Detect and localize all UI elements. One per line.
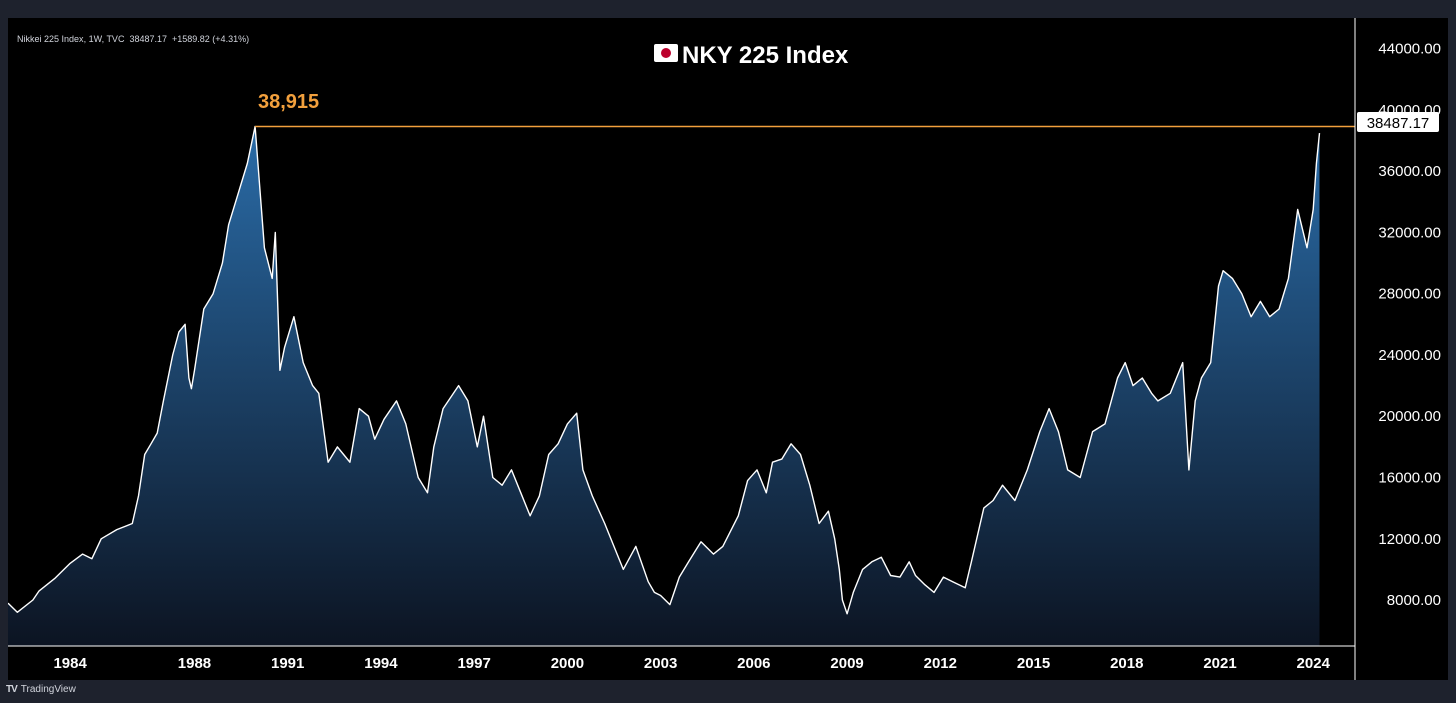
- x-tick-label: 2000: [551, 655, 584, 672]
- price-change: +1589.82 (+4.31%): [172, 34, 250, 44]
- y-tick-label: 24000.00: [1378, 347, 1441, 364]
- x-tick-label: 1984: [53, 655, 87, 672]
- symbol-header: Nikkei 225 Index, 1W, TVC 38487.17 +1589…: [17, 34, 250, 44]
- y-tick-label: 32000.00: [1378, 224, 1441, 241]
- x-tick-label: 2015: [1017, 655, 1050, 672]
- y-tick-label: 44000.00: [1378, 41, 1441, 58]
- y-tick-label: 8000.00: [1387, 592, 1441, 609]
- last-price-badge: 38487.17: [1357, 112, 1439, 132]
- y-tick-label: 16000.00: [1378, 470, 1441, 487]
- japan-flag-icon: [654, 44, 678, 62]
- y-axis: 8000.00 12000.00 16000.00 20000.00 24000.00 2…: [1378, 41, 1441, 609]
- price-chart: 8000.00 12000.00 16000.00 20000.00 24000.00 2…: [8, 18, 1441, 680]
- y-tick-label: 36000.00: [1378, 163, 1441, 180]
- x-axis: 1984 1988 1991 1994 1997 2000 2003 2006 2009 2012…: [53, 655, 1330, 672]
- last-price: 38487.17: [129, 34, 167, 44]
- y-tick-label: 12000.00: [1378, 531, 1441, 548]
- exchange: TVC: [106, 34, 125, 44]
- x-tick-label: 2012: [924, 655, 957, 672]
- x-tick-label: 2003: [644, 655, 677, 672]
- x-tick-label: 2021: [1203, 655, 1236, 672]
- footer: TV TradingView: [6, 684, 76, 695]
- x-tick-label: 2018: [1110, 655, 1143, 672]
- brand-name[interactable]: TradingView: [20, 684, 76, 695]
- chart-title-text: NKY 225 Index: [682, 42, 849, 69]
- y-tick-label: 20000.00: [1378, 408, 1441, 425]
- x-tick-label: 1991: [271, 655, 304, 672]
- interval: 1W: [88, 34, 102, 44]
- series-area: [8, 126, 1320, 646]
- last-price-label: 38487.17: [1367, 115, 1430, 132]
- series-line: [8, 125, 1321, 615]
- x-tick-label: 1994: [364, 655, 398, 672]
- x-tick-label: 1997: [457, 655, 490, 672]
- chart-title: NKY 225 Index: [654, 42, 849, 69]
- x-tick-label: 2009: [830, 655, 863, 672]
- x-tick-label: 2024: [1297, 655, 1331, 672]
- x-tick-label: 1988: [178, 655, 211, 672]
- tradingview-logo-icon: TV: [6, 684, 18, 695]
- chart-frame: 8000.00 12000.00 16000.00 20000.00 24000.00 2…: [8, 18, 1448, 680]
- x-tick-label: 2006: [737, 655, 770, 672]
- y-tick-label: 28000.00: [1378, 286, 1441, 303]
- symbol-name: Nikkei 225 Index: [17, 34, 84, 44]
- peak-annotation-label: 38,915: [258, 91, 319, 113]
